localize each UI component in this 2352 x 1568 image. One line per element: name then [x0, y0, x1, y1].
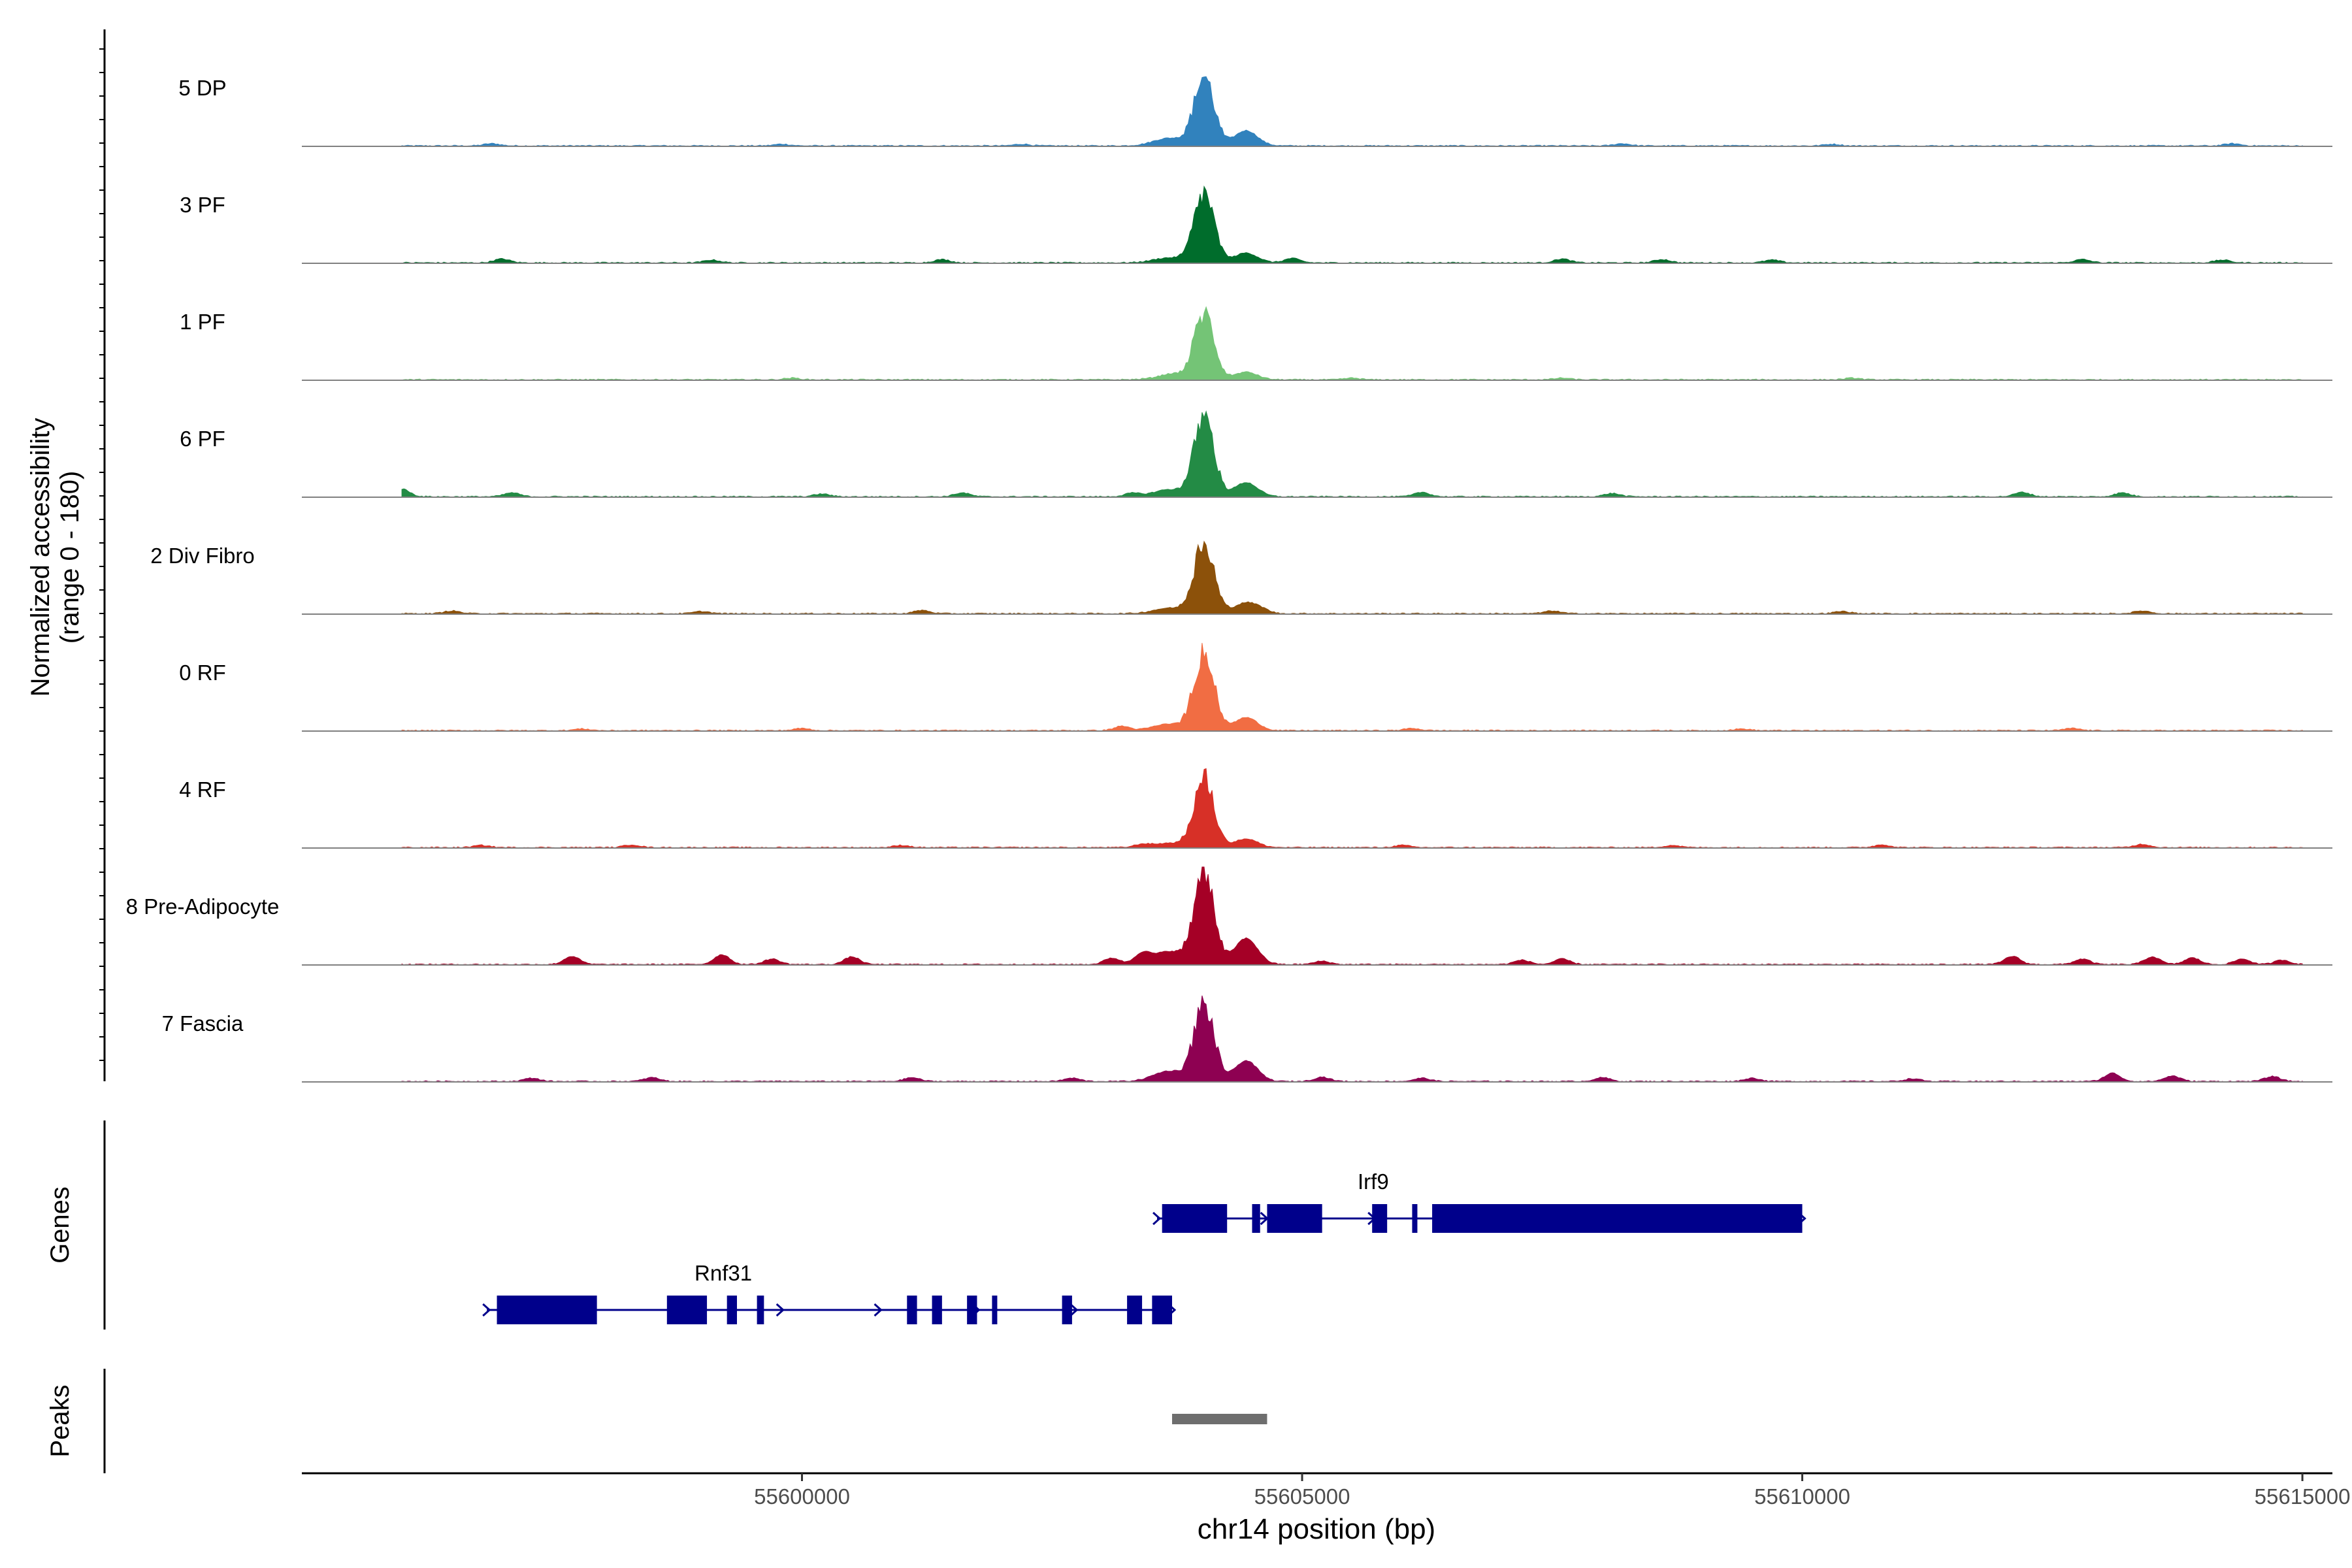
peaks-track-label: Peaks — [46, 1384, 74, 1457]
track-4: 2 Div Fibro — [150, 540, 2332, 615]
track-6: 4 RF — [179, 768, 2332, 849]
coverage-tracks: 5 DP 3 PF 1 PF 6 PF 2 Div Fibro 0 RF 4 RF 8 Pre… — [126, 76, 2332, 1083]
track-2: 1 PF — [180, 306, 2332, 381]
exon — [666, 1296, 708, 1324]
coverage-area — [401, 768, 2303, 849]
exon — [1252, 1204, 1260, 1233]
peak-regions — [1172, 1414, 1267, 1424]
x-axis-title: chr14 position (bp) — [1198, 1513, 1435, 1545]
exon — [932, 1296, 942, 1324]
exon — [497, 1296, 597, 1324]
track-label: 1 PF — [180, 310, 225, 334]
exon — [907, 1296, 917, 1324]
genes-track-label: Genes — [46, 1186, 74, 1264]
exon — [727, 1296, 737, 1324]
coverage-area — [401, 185, 2303, 264]
track-5: 0 RF — [179, 643, 2332, 732]
gene-label: Irf9 — [1358, 1169, 1389, 1194]
strand-arrow — [1070, 1303, 1079, 1317]
coverage-area — [401, 643, 2303, 732]
coverage-area — [401, 866, 2303, 966]
track-8: 7 Fascia — [162, 995, 2332, 1083]
gene-Rnf31: Rnf31 — [482, 1261, 1177, 1324]
track-0: 5 DP — [178, 76, 2332, 147]
exon — [1162, 1204, 1228, 1233]
track-label: 2 Div Fibro — [150, 544, 255, 568]
exon — [757, 1296, 764, 1324]
exon — [1412, 1204, 1418, 1233]
x-axis-ticks: 55600000 55605000 55610000 55615000 — [754, 1473, 2350, 1509]
x-tick-label: 55600000 — [754, 1484, 850, 1509]
x-tick-label: 55615000 — [2255, 1484, 2351, 1509]
y-axis-title: Normalized accessibility (range 0 - 180) — [26, 418, 84, 697]
exon — [1152, 1296, 1172, 1324]
strand-arrow — [776, 1303, 785, 1317]
exon — [967, 1296, 977, 1324]
exon — [1432, 1204, 1803, 1233]
track-1: 3 PF — [180, 185, 2332, 264]
coverage-y-ticks — [99, 48, 105, 1061]
track-7: 8 Pre-Adipocyte — [126, 866, 2332, 966]
coverage-area — [401, 995, 2303, 1083]
peak-bar — [1172, 1414, 1267, 1424]
coverage-area — [401, 540, 2303, 615]
strand-arrow — [1152, 1211, 1162, 1226]
gene-label: Rnf31 — [694, 1261, 752, 1285]
exon — [1372, 1204, 1388, 1233]
track-label: 0 RF — [179, 661, 226, 685]
coverage-area — [401, 306, 2303, 381]
coverage-area — [401, 76, 2303, 147]
track-label: 4 RF — [179, 777, 226, 802]
track-label: 7 Fascia — [162, 1011, 244, 1036]
strand-arrow — [482, 1303, 491, 1317]
exon — [992, 1296, 998, 1324]
track-label: 3 PF — [180, 193, 225, 217]
x-tick-label: 55605000 — [1254, 1484, 1350, 1509]
coverage-area — [401, 410, 2303, 498]
gene-annotations: Irf9 Rnf31 — [482, 1169, 1806, 1324]
x-tick-label: 55610000 — [1754, 1484, 1850, 1509]
track-label: 8 Pre-Adipocyte — [126, 894, 280, 919]
track-label: 5 DP — [178, 76, 226, 100]
strand-arrow — [874, 1303, 883, 1317]
track-label: 6 PF — [180, 427, 225, 451]
exon — [1062, 1296, 1072, 1324]
y-axis-range-label: (range 0 - 180) — [56, 471, 84, 644]
exon — [1267, 1204, 1322, 1233]
track-3: 6 PF — [180, 410, 2332, 498]
exon — [1127, 1296, 1143, 1324]
y-axis-label: Normalized accessibility — [26, 418, 55, 697]
gene-Irf9: Irf9 — [1152, 1169, 1806, 1233]
